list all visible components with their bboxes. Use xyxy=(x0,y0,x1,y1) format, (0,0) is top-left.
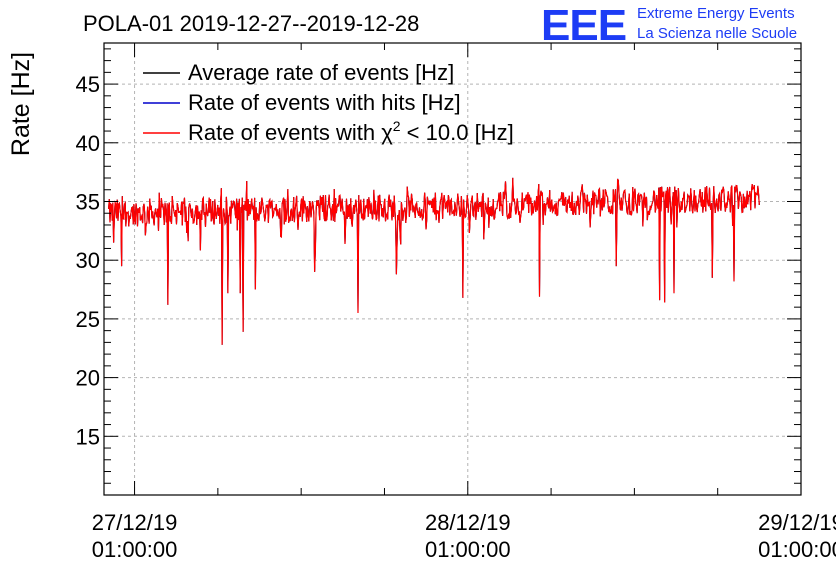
eee-logo-mark: EEE xyxy=(541,1,626,50)
legend-label-average: Average rate of events [Hz] xyxy=(188,60,454,85)
legend: Average rate of events [Hz] Rate of even… xyxy=(143,60,514,145)
legend-label-chi2-sup: 2 xyxy=(393,118,401,134)
eee-logo-line1: Extreme Energy Events xyxy=(637,5,795,22)
x-tick-date-0: 27/12/19 xyxy=(92,510,178,535)
y-tick-label-25: 25 xyxy=(76,307,100,332)
y-tick-label-30: 30 xyxy=(76,248,100,273)
y-tick-label-20: 20 xyxy=(76,366,100,391)
legend-label-chi2: Rate of events with χ2 < 10.0 [Hz] xyxy=(188,118,514,145)
x-tick-time-0: 01:00:00 xyxy=(92,537,178,562)
eee-logo-line2: La Scienza nelle Scuole xyxy=(637,25,797,42)
x-tick-date-1: 28/12/19 xyxy=(425,510,511,535)
y-tick-label-35: 35 xyxy=(76,189,100,214)
y-tick-label-15: 15 xyxy=(76,424,100,449)
y-tick-label-45: 45 xyxy=(76,72,100,97)
axis-ticks: 1520253035404527/12/1901:00:0028/12/1901… xyxy=(76,43,836,562)
plot-frame xyxy=(103,42,802,496)
y-axis-label: Rate [Hz] xyxy=(7,52,35,156)
chart-title: POLA-01 2019-12-27--2019-12-28 xyxy=(83,11,419,36)
x-tick-date-2: 29/12/19 xyxy=(758,510,836,535)
x-tick-time-1: 01:00:00 xyxy=(425,537,511,562)
data-series-layer xyxy=(108,177,760,345)
legend-label-chi2-tail: < 10.0 [Hz] xyxy=(401,120,514,145)
legend-label-chi2-main: Rate of events with χ xyxy=(188,120,393,145)
legend-label-hits: Rate of events with hits [Hz] xyxy=(188,90,461,115)
x-tick-time-2: 01:00:00 xyxy=(758,537,836,562)
plot-frame-rect xyxy=(103,42,802,496)
series-chi2-line xyxy=(108,177,760,345)
y-tick-label-40: 40 xyxy=(76,131,100,156)
eee-logo: EEE Extreme Energy Events La Scienza nel… xyxy=(541,1,797,50)
